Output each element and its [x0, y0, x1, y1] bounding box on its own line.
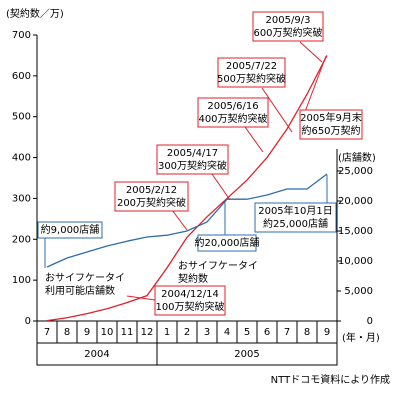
annotation-leader — [171, 209, 188, 231]
x-tick-label: 1 — [164, 327, 170, 338]
x-tick-label: 8 — [64, 327, 70, 338]
y2-tick-label: 10,000 — [338, 256, 373, 267]
y-tick-label: 0 — [25, 316, 31, 327]
x-group-label: 2005 — [234, 349, 259, 360]
x-tick-label: 9 — [324, 327, 330, 338]
y2-tick-label: 25,000 — [338, 166, 373, 177]
annotation-text: 2004/12/14 — [161, 289, 219, 300]
annotation-box — [114, 181, 189, 212]
y2-axis-label: (店舗数) — [338, 151, 376, 164]
x-tick-label: 6 — [264, 327, 270, 338]
y-tick-label: 200 — [12, 234, 31, 245]
annotation-box — [254, 202, 337, 233]
annotation-box — [197, 234, 257, 252]
annotation-leader — [211, 173, 231, 201]
annotation-leader — [244, 126, 264, 153]
series-line — [46, 173, 328, 268]
x-axis-label: (年・月) — [342, 331, 380, 344]
annotation-leader — [299, 41, 323, 63]
x-tick-label: 8 — [304, 327, 310, 338]
y-tick-label: 600 — [12, 71, 31, 82]
x-tick-label: 7 — [44, 327, 50, 338]
source-note: NTTドコモ資料により作成 — [271, 373, 390, 386]
annotation-box — [252, 11, 324, 42]
annotation-leader — [126, 295, 156, 301]
annotation-text: 600万契約突破 — [253, 26, 322, 39]
y2-tick-label: 0 — [367, 316, 373, 327]
annotation-text: 約650万契約 — [301, 124, 360, 137]
annotation-box — [154, 285, 226, 316]
annotation-text: 契約数 — [178, 272, 208, 285]
y-tick-label: 700 — [12, 30, 31, 41]
annotation-box — [156, 144, 229, 175]
series-line — [46, 55, 328, 322]
annotation-text: 2005/2/12 — [126, 185, 177, 196]
annotation-text: 約25,000店舗 — [263, 217, 328, 230]
annotation-text: 2005/6/16 — [207, 101, 258, 112]
annotation-text: 利用可能店舗数 — [45, 284, 115, 297]
annotation-text: 2005/9/3 — [266, 15, 311, 26]
x-tick-label: 7 — [284, 327, 290, 338]
annotation-leader — [261, 87, 293, 133]
annotation-text: おサイフケータイ — [178, 260, 258, 272]
annotation-text: 500万契約突破 — [217, 72, 286, 85]
annotation-text: 約20,000店舗 — [195, 236, 260, 249]
annotation-text: 300万契約突破 — [158, 159, 227, 172]
x-tick-label: 11 — [121, 327, 134, 338]
y-tick-label: 500 — [12, 112, 31, 123]
x-tick-label: 12 — [141, 327, 154, 338]
x-group-label: 2004 — [84, 349, 109, 360]
y2-tick-label: 20,000 — [338, 196, 373, 207]
y-tick-label: 100 — [12, 275, 31, 286]
x-tick-label: 5 — [244, 327, 250, 338]
x-tick-label: 4 — [224, 327, 230, 338]
annotation-text: 約9,000店舗 — [41, 223, 100, 236]
annotation-text: 400万契約突破 — [198, 112, 267, 125]
y-axis-label: (契約数／万) — [6, 7, 64, 20]
y-tick-label: 400 — [12, 153, 31, 164]
x-tick-label: 3 — [204, 327, 210, 338]
annotation-box — [217, 57, 286, 88]
annotation-text: 2005年10月1日 — [258, 204, 333, 217]
y2-tick-label: 15,000 — [338, 226, 373, 237]
y-tick-label: 300 — [12, 193, 31, 204]
annotation-box — [37, 221, 103, 239]
annotation-text: 2005年9月末 — [300, 111, 362, 124]
y2-tick-label: 5,000 — [344, 286, 373, 297]
annotation-text: 100万契約突破 — [155, 300, 224, 313]
annotation-box — [299, 109, 363, 140]
annotation-text: 2005/4/17 — [167, 148, 218, 159]
annotation-text: 2005/7/22 — [226, 61, 277, 72]
annotation-box — [197, 97, 269, 128]
x-tick-label: 9 — [84, 327, 90, 338]
x-tick-label: 10 — [101, 327, 114, 338]
annotation-text: 200万契約突破 — [117, 196, 186, 209]
annotation-text: おサイフケータイ — [45, 272, 125, 284]
x-tick-label: 2 — [184, 327, 190, 338]
